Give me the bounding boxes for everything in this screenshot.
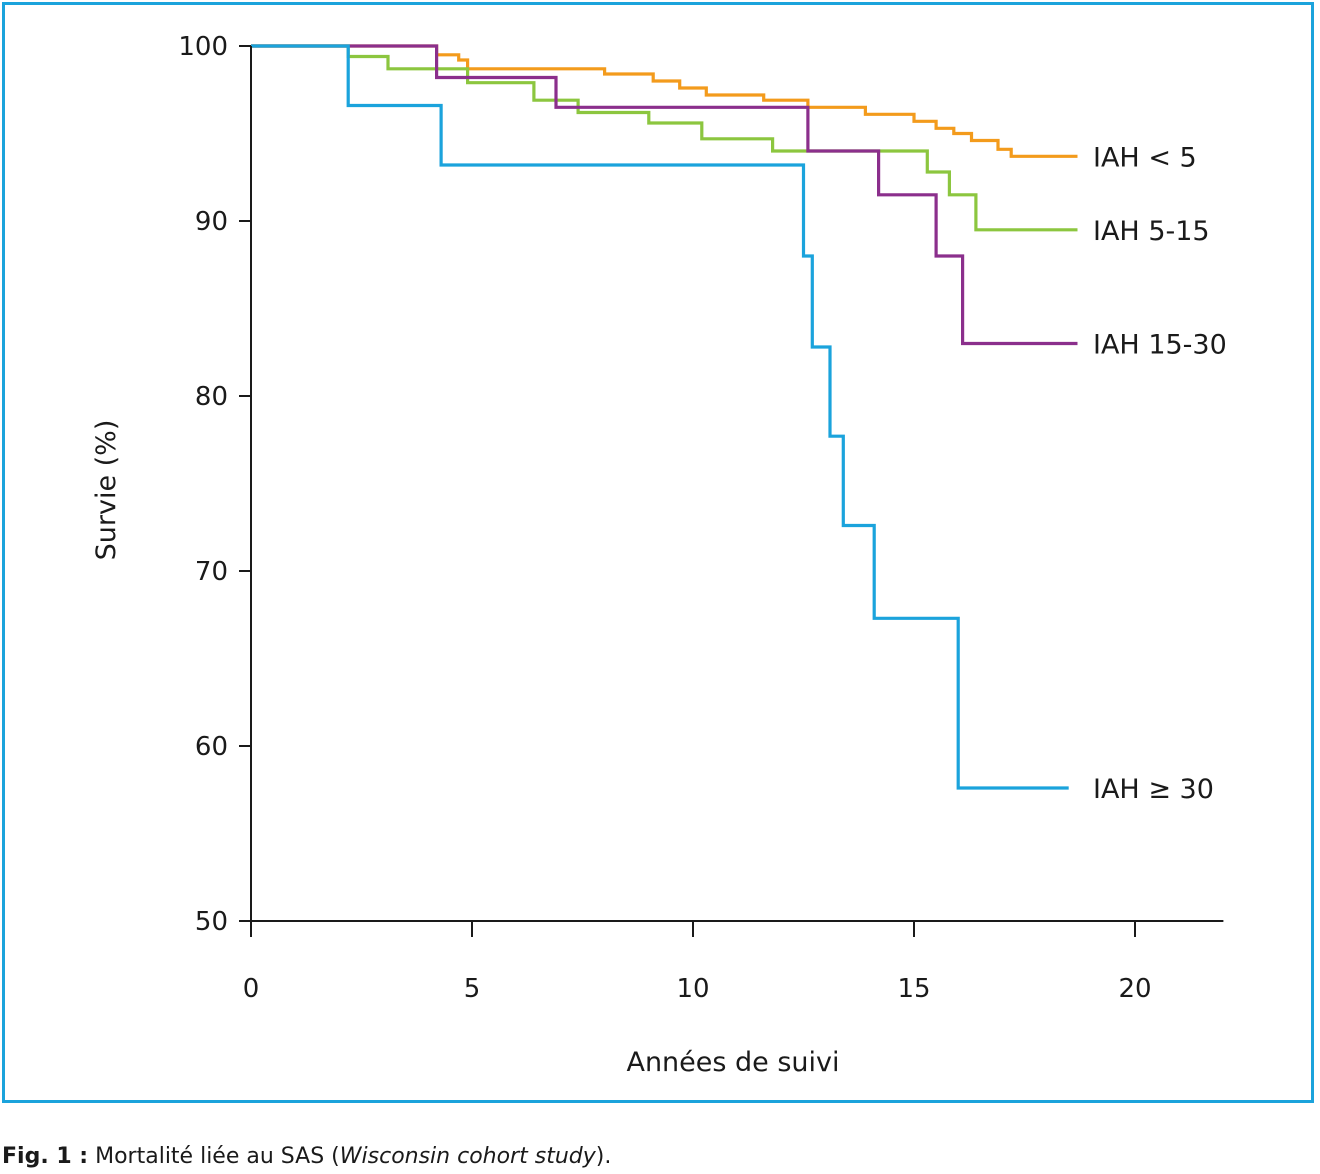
y-tick-label: 60 [195, 732, 228, 762]
y-tick-label: 100 [178, 32, 228, 62]
series-label: IAH 15-30 [1093, 330, 1227, 361]
series-labels: IAH < 5 IAH 5-15 IAH 15-30 IAH ≥ 30 [1093, 142, 1227, 805]
x-axis-label: Années de suivi [626, 1047, 839, 1078]
series-label: IAH < 5 [1093, 142, 1197, 173]
series-line [251, 44, 1078, 158]
y-tick-label: 50 [195, 907, 228, 937]
x-tick-label: 10 [676, 974, 709, 1004]
y-axis-ticks: 50 60 70 80 90 100 [178, 32, 251, 937]
x-tick-label: 5 [464, 974, 481, 1004]
y-tick-label: 70 [195, 557, 228, 587]
series-line [251, 44, 1069, 790]
figure-caption: Fig. 1 : Mortalité liée au SAS (Wisconsi… [2, 1144, 611, 1169]
x-tick-label: 0 [243, 974, 260, 1004]
y-tick-label: 80 [195, 382, 228, 412]
caption-label: Fig. 1 : [2, 1144, 89, 1169]
x-axis-ticks: 0 5 10 15 20 [243, 921, 1152, 1004]
caption-end: ). [595, 1144, 612, 1169]
series-line [251, 44, 1078, 346]
x-tick-label: 15 [897, 974, 930, 1004]
y-axis-label: Survie (%) [91, 420, 122, 561]
caption-study-name: Wisconsin cohort study [339, 1144, 596, 1169]
series-label: IAH ≥ 30 [1093, 774, 1214, 805]
series-label: IAH 5-15 [1093, 216, 1210, 247]
series-layer [251, 44, 1078, 790]
caption-text: Mortalité liée au SAS ( [95, 1144, 340, 1169]
figure-frame [2, 2, 1314, 1103]
x-tick-label: 20 [1118, 974, 1151, 1004]
y-tick-label: 90 [195, 207, 228, 237]
series-line [251, 44, 1078, 232]
